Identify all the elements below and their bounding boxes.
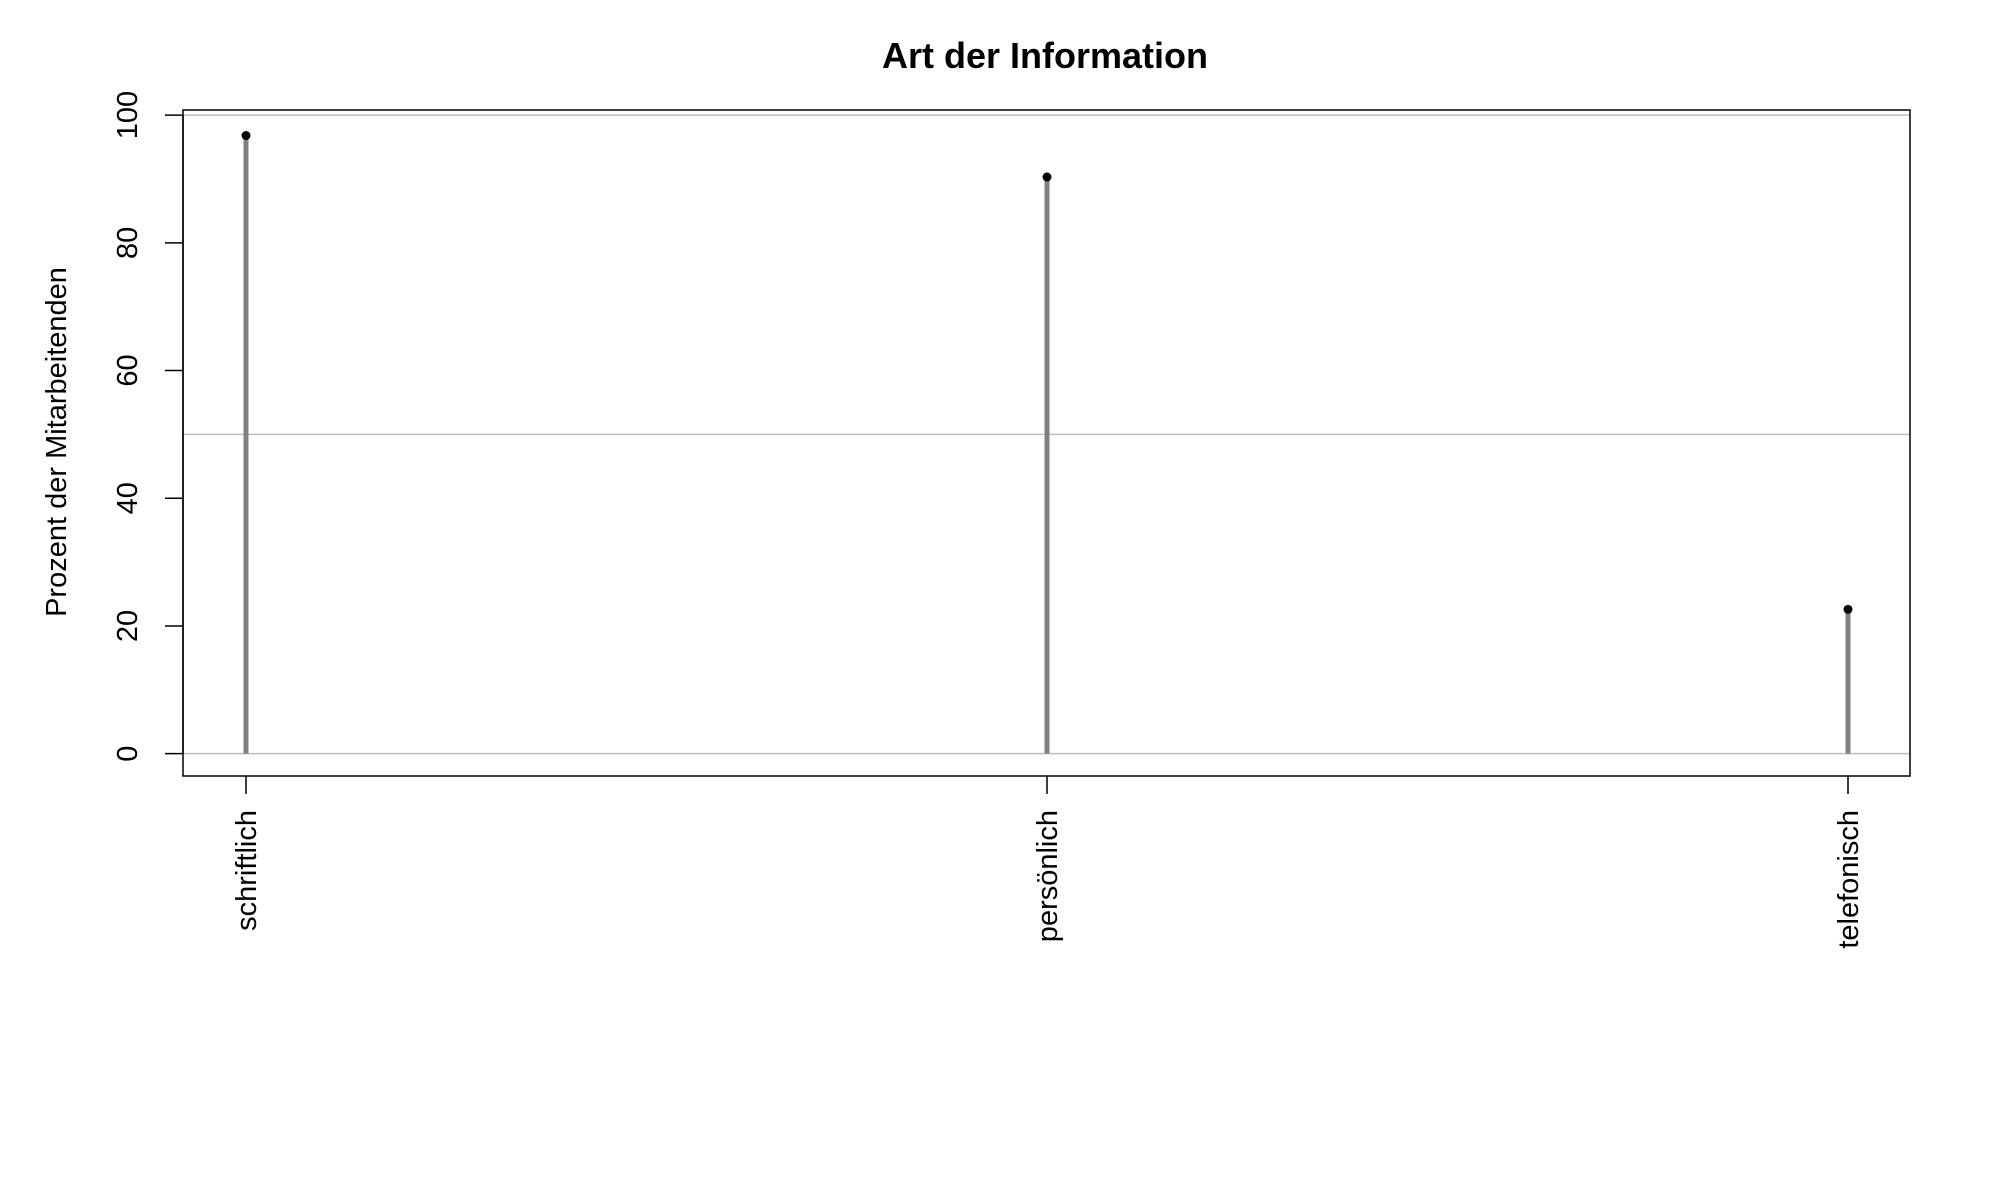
y-axis-label: Prozent der Mitarbeitenden [41, 267, 73, 617]
y-tick-label: 0 [112, 746, 144, 762]
y-tick-label: 40 [112, 482, 144, 514]
stems [243, 135, 1851, 754]
point-3 [1843, 604, 1853, 614]
y-tick-label: 60 [112, 354, 144, 386]
point-2 [1042, 172, 1052, 182]
points [241, 131, 1853, 614]
y-tick-label: 100 [112, 91, 144, 139]
x-tick-label: schriftlich [231, 810, 263, 931]
x-axis: schriftlich persönlich telefonisch [231, 776, 1865, 949]
point-1 [241, 131, 251, 141]
chart-title: Art der Information [882, 35, 1208, 76]
y-axis: 0 20 40 60 80 100 [112, 91, 184, 762]
x-tick-label: telefonisch [1833, 810, 1865, 949]
y-tick-label: 20 [112, 610, 144, 642]
x-tick-label: persönlich [1032, 810, 1064, 942]
y-tick-label: 80 [112, 227, 144, 259]
